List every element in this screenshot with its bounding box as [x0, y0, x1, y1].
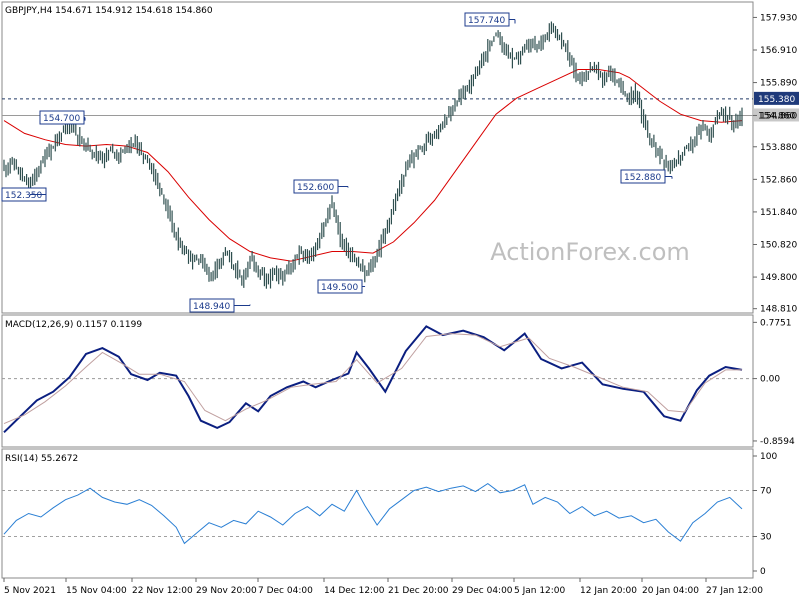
price-panel[interactable] — [1, 1, 754, 314]
moving-average-line — [3, 69, 743, 262]
time-axis-label: 14 Dec 12:00 — [324, 586, 385, 596]
watermark: ActionForex.com — [490, 238, 690, 266]
time-axis-label: 15 Nov 04:00 — [66, 586, 127, 596]
price-chart-title: GBPJPY,H4 154.671 154.912 154.618 154.86… — [5, 6, 213, 16]
time-axis-label: 27 Jan 12:00 — [706, 586, 763, 596]
price-axis-label: 152.860 — [760, 175, 797, 185]
level-badge — [754, 108, 799, 122]
price-axis-label: 149.800 — [760, 273, 797, 283]
rsi-axis-label: 30 — [760, 533, 772, 543]
price-axis-label: 155.890 — [760, 79, 797, 89]
annotation-label: 152.600 — [297, 183, 334, 193]
rsi-line — [3, 482, 743, 545]
macd-signal-line — [3, 333, 742, 425]
annotation-label: 157.740 — [468, 16, 505, 26]
time-axis-label: 29 Dec 04:00 — [452, 586, 513, 596]
time-axis-label: 29 Nov 20:00 — [196, 586, 257, 596]
macd-axis-label: 0.7751 — [760, 318, 792, 328]
rsi-title: RSI(14) 55.2672 — [5, 454, 78, 464]
macd-axis-label: 0.00 — [760, 375, 780, 385]
level-label: 154.860 — [758, 111, 795, 121]
price-axis-label: 153.880 — [760, 143, 797, 153]
macd-panel[interactable] — [1, 314, 754, 448]
time-axis-label: 5 Nov 2021 — [4, 586, 56, 596]
rsi-axis-label: 70 — [760, 487, 772, 497]
level-label: 155.380 — [758, 95, 795, 105]
time-axis-label: 21 Dec 20:00 — [388, 586, 449, 596]
rsi-axis-label: 100 — [760, 452, 777, 462]
price-axis-label: 150.820 — [760, 240, 797, 250]
price-axis-label: 156.910 — [760, 46, 797, 56]
rsi-axis-label: 0 — [760, 567, 766, 577]
macd-axis-label: -0.8594 — [760, 437, 795, 447]
time-axis-label: 5 Jan 12:00 — [514, 586, 566, 596]
time-axis-label: 7 Dec 04:00 — [258, 586, 313, 596]
annotation-label: 154.700 — [43, 114, 80, 124]
price-axis-label: 154.860 — [760, 111, 797, 121]
annotation-label: 152.350 — [5, 191, 42, 201]
macd-title: MACD(12,26,9) 0.1157 0.1199 — [5, 320, 142, 330]
time-axis-label: 22 Nov 12:00 — [132, 586, 193, 596]
time-axis-label: 12 Jan 20:00 — [580, 586, 637, 596]
price-axis-label: 151.840 — [760, 208, 797, 218]
rsi-panel[interactable] — [1, 448, 754, 579]
annotation-label: 152.880 — [624, 173, 661, 183]
time-axis-label: 20 Jan 04:00 — [642, 586, 699, 596]
level-badge — [754, 91, 799, 105]
price-axis-label: 157.930 — [760, 13, 797, 23]
price-axis-label: 148.810 — [760, 305, 797, 315]
annotation-label: 149.500 — [321, 283, 358, 293]
annotation-label: 148.940 — [193, 302, 230, 312]
